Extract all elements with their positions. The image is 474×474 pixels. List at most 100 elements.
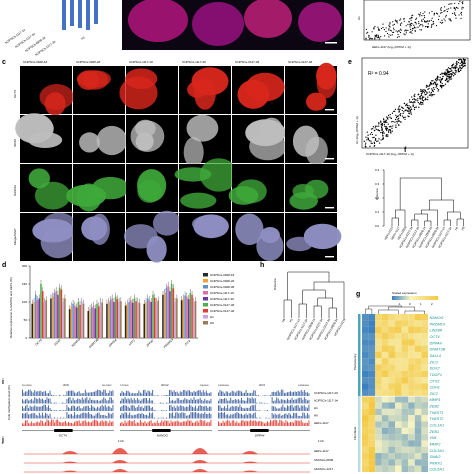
heatmap-cell [395, 351, 402, 359]
scatter-point [461, 8, 463, 10]
methylation-bar [162, 417, 164, 419]
methylation-bar [277, 398, 279, 404]
methylation-bar [46, 413, 48, 419]
scatter-point [380, 131, 382, 134]
scatter-point [450, 75, 452, 77]
methylation-bar [86, 392, 88, 396]
legend-swatch [203, 321, 208, 325]
scatter-point [393, 110, 395, 113]
methylation-bar [256, 395, 258, 396]
methylation-bar [184, 389, 186, 396]
methylation-bar [264, 402, 265, 404]
scatter-point [452, 75, 455, 77]
scatter-point [448, 67, 450, 69]
methylation-bar [256, 402, 258, 404]
methylation-bar [153, 410, 155, 411]
heatmap-cell [362, 364, 369, 371]
methylation-bar [112, 421, 114, 426]
methylation-bar [28, 389, 30, 396]
methylation-bar [98, 400, 100, 404]
methylation-bar [120, 423, 121, 426]
methylation-bar [189, 400, 190, 404]
methylation-bar [176, 391, 178, 396]
methylation-bar [158, 417, 160, 419]
methylation-bar [130, 397, 132, 404]
scatter-point [399, 31, 402, 34]
methylation-bar [48, 405, 49, 411]
scatter-point [428, 87, 430, 90]
scatter-point [392, 24, 394, 26]
methylation-bar [227, 404, 229, 411]
panel-e-ylabel: H1 (log₂ (FPKM + 1)) [355, 116, 359, 144]
methylation-bar [221, 422, 222, 426]
bar [174, 302, 176, 338]
methylation-bar [32, 392, 34, 396]
methylation-bar [172, 412, 174, 419]
heatmap-cell [401, 446, 409, 454]
methylation-bar [262, 402, 264, 404]
bar [194, 300, 197, 338]
methylation-bar [290, 391, 291, 396]
heatmap-gene: TDGF1 [430, 373, 442, 377]
heatmap-gene: ZEB2 [429, 405, 440, 409]
panel-c-column-header: hCiPSCs-0127-3# [235, 60, 260, 64]
methylation-bar [192, 422, 193, 426]
methylation-bar [271, 405, 273, 411]
methylation-bar [219, 405, 221, 411]
heatmap-cell [368, 396, 376, 403]
scatter-point [419, 25, 421, 27]
scale-bar [325, 256, 334, 258]
scatter-point [408, 107, 411, 109]
heatmap-cell [395, 364, 402, 371]
scatter-point [456, 66, 458, 68]
scatter-point [443, 18, 445, 20]
heatmap-cell [381, 339, 389, 346]
methylation-bar [208, 412, 210, 419]
scatter-point [406, 103, 408, 105]
methylation-bar [132, 415, 134, 419]
scatter-point [455, 71, 457, 74]
scatter-point [410, 106, 412, 108]
panel-c-row-label: Merge/DAPI [13, 228, 17, 245]
scatter-point [387, 118, 389, 120]
scatter-point [385, 119, 387, 121]
methylation-bar [162, 421, 164, 426]
scatter-point [406, 106, 409, 109]
methylation-bar [274, 413, 276, 419]
heatmap-cell [414, 427, 422, 435]
methylation-bar [306, 407, 308, 411]
scatter-point [420, 103, 422, 106]
bar [152, 294, 154, 338]
scatter-point [389, 130, 392, 132]
bar [130, 300, 132, 338]
scatter-point [401, 106, 403, 108]
methylation-bar [55, 409, 57, 411]
scatter-point [380, 120, 382, 122]
methylation-bar [198, 390, 200, 396]
methylation-bar [109, 420, 111, 426]
methylation-bar [78, 398, 80, 404]
scatter-point [417, 100, 419, 102]
methylation-bar [185, 406, 187, 411]
methylation-bar [135, 414, 137, 419]
heatmap-cell [375, 326, 382, 334]
heatmap-cell [381, 383, 389, 390]
methylation-bar [35, 422, 37, 426]
scatter-point [418, 23, 420, 25]
top-scatter-ylabel: H1 [357, 16, 361, 20]
methylation-bar [46, 393, 48, 396]
scatter-point [451, 64, 454, 66]
heatmap-cell [388, 351, 395, 359]
methylation-bar [75, 399, 77, 404]
heatmap-cell [408, 358, 415, 365]
scatter-point [378, 138, 380, 140]
methylation-bar [300, 415, 302, 419]
scatter-point [380, 121, 382, 123]
heatmap-gene: OTX2 [430, 379, 441, 383]
bar [81, 302, 83, 338]
legend-label: hCiPSCs-0127-4# [210, 309, 235, 313]
heatmap-cell [408, 415, 415, 422]
scatter-point [410, 101, 413, 103]
methylation-bar [149, 405, 151, 411]
methylation-bar [120, 407, 121, 411]
